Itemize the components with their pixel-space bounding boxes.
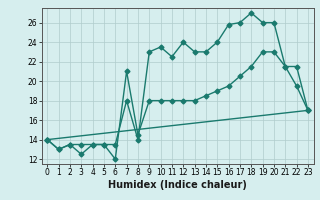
X-axis label: Humidex (Indice chaleur): Humidex (Indice chaleur)	[108, 180, 247, 190]
